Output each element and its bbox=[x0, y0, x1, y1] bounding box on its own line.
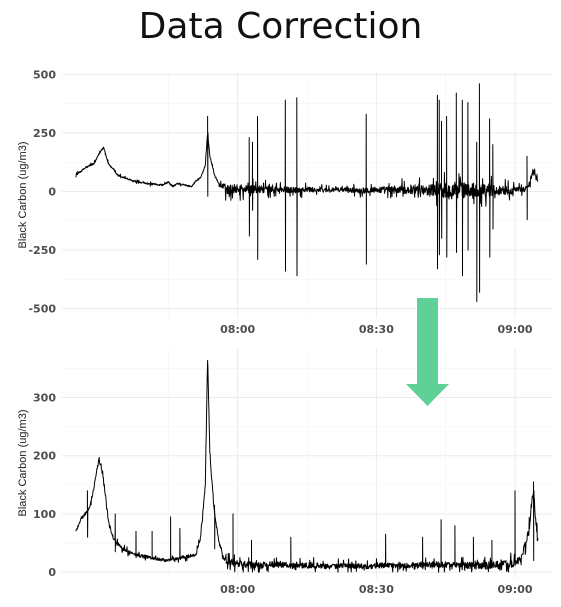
y-tick-label: 0 bbox=[48, 566, 56, 579]
y-tick-label: 500 bbox=[33, 68, 56, 81]
x-tick-label: 09:00 bbox=[498, 583, 533, 596]
series-line-corrected bbox=[75, 360, 539, 573]
y-tick-label: 250 bbox=[33, 127, 56, 140]
y-axis-label: Black Carbon (ug/m3) bbox=[17, 410, 29, 517]
arrow-shaft bbox=[417, 298, 438, 386]
arrow-head bbox=[406, 384, 449, 406]
y-tick-label: -500 bbox=[28, 303, 56, 316]
y-tick-label: 100 bbox=[33, 508, 56, 521]
y-tick-label: 0 bbox=[48, 185, 56, 198]
x-tick-label: 09:00 bbox=[498, 323, 533, 336]
y-tick-label: 300 bbox=[33, 391, 56, 404]
raw-data-panel: 500 250 0 -250 -500 08:00 08:30 09:00 Black Carb… bbox=[17, 68, 552, 336]
corrected-data-panel: 300 200 100 0 08:00 08:30 09:00 Black Carbon (u… bbox=[17, 348, 552, 596]
down-arrow-icon bbox=[406, 298, 449, 406]
x-tick-label: 08:00 bbox=[220, 323, 255, 336]
y-tick-label: -250 bbox=[28, 244, 56, 257]
series-line-raw bbox=[75, 83, 539, 303]
page-title: Data Correction bbox=[138, 6, 423, 47]
y-axis-label: Black Carbon (ug/m3) bbox=[17, 142, 29, 249]
x-tick-label: 08:30 bbox=[359, 323, 394, 336]
x-tick-label: 08:00 bbox=[220, 583, 255, 596]
y-tick-label: 200 bbox=[33, 450, 56, 463]
x-tick-label: 08:30 bbox=[359, 583, 394, 596]
